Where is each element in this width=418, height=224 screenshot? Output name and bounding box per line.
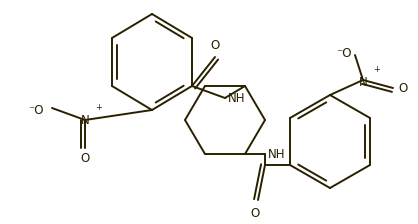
Text: +: + <box>373 65 380 74</box>
Text: ⁻O: ⁻O <box>336 47 352 60</box>
Text: O: O <box>80 152 89 165</box>
Text: ⁻O: ⁻O <box>28 103 44 116</box>
Text: N: N <box>81 114 89 127</box>
Text: O: O <box>398 82 407 95</box>
Text: NH: NH <box>228 91 245 105</box>
Text: N: N <box>359 75 367 88</box>
Text: O: O <box>250 207 260 220</box>
Text: +: + <box>95 103 102 112</box>
Text: NH: NH <box>268 147 285 161</box>
Text: O: O <box>210 39 219 52</box>
